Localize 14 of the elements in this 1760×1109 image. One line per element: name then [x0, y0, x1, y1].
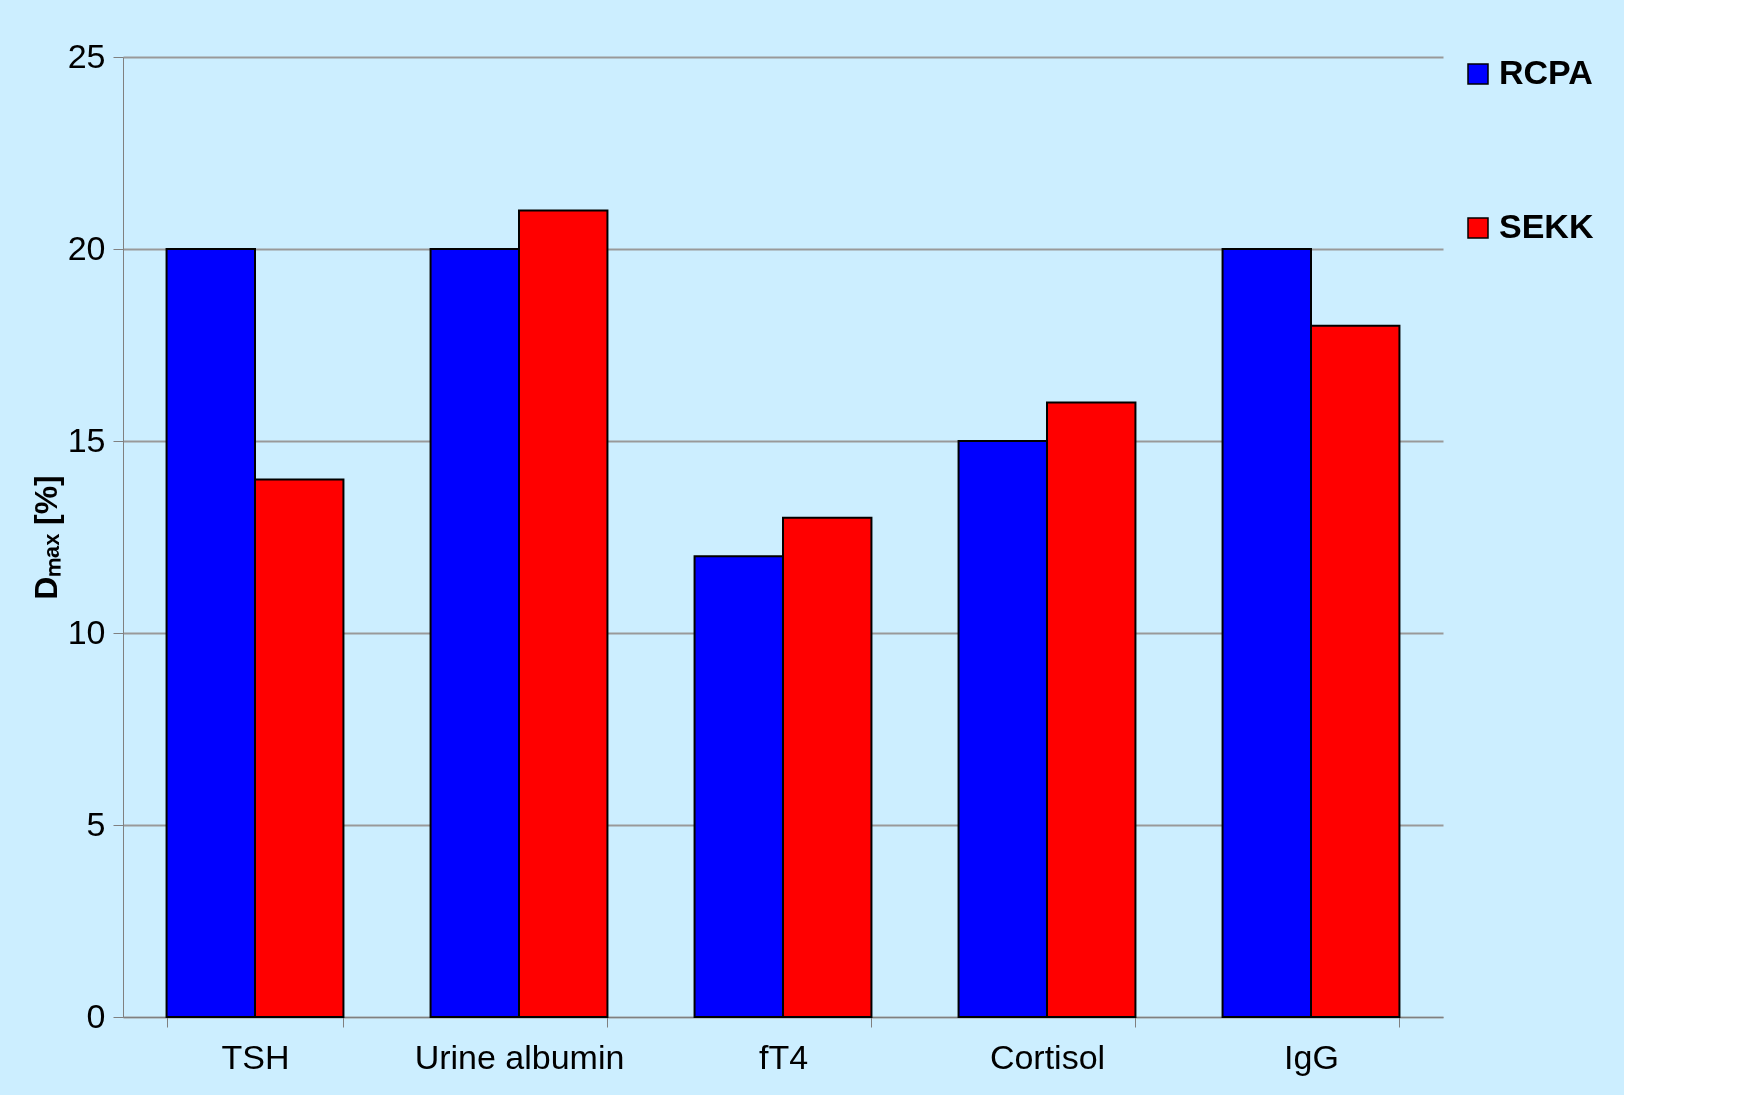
y-axis-title: Dₘₐₓ [%]	[27, 475, 64, 600]
y-tick-label: 10	[67, 612, 106, 651]
y-tick-label: 25	[67, 36, 106, 75]
x-tick-label: Cortisol	[989, 1037, 1106, 1076]
y-tick-label: 15	[67, 420, 106, 459]
y-tick-label: 5	[86, 804, 106, 843]
legend-label: SEKK	[1499, 207, 1594, 245]
x-tick-label: Urine albumin	[414, 1037, 625, 1076]
x-tick-label: IgG	[1284, 1037, 1339, 1076]
y-tick-label: 0	[86, 996, 106, 1035]
x-tick-label: fT4	[758, 1037, 809, 1076]
legend-label: RCPA	[1499, 53, 1593, 91]
y-tick-label: 20	[67, 228, 106, 267]
x-tick-label: TSH	[221, 1037, 290, 1076]
